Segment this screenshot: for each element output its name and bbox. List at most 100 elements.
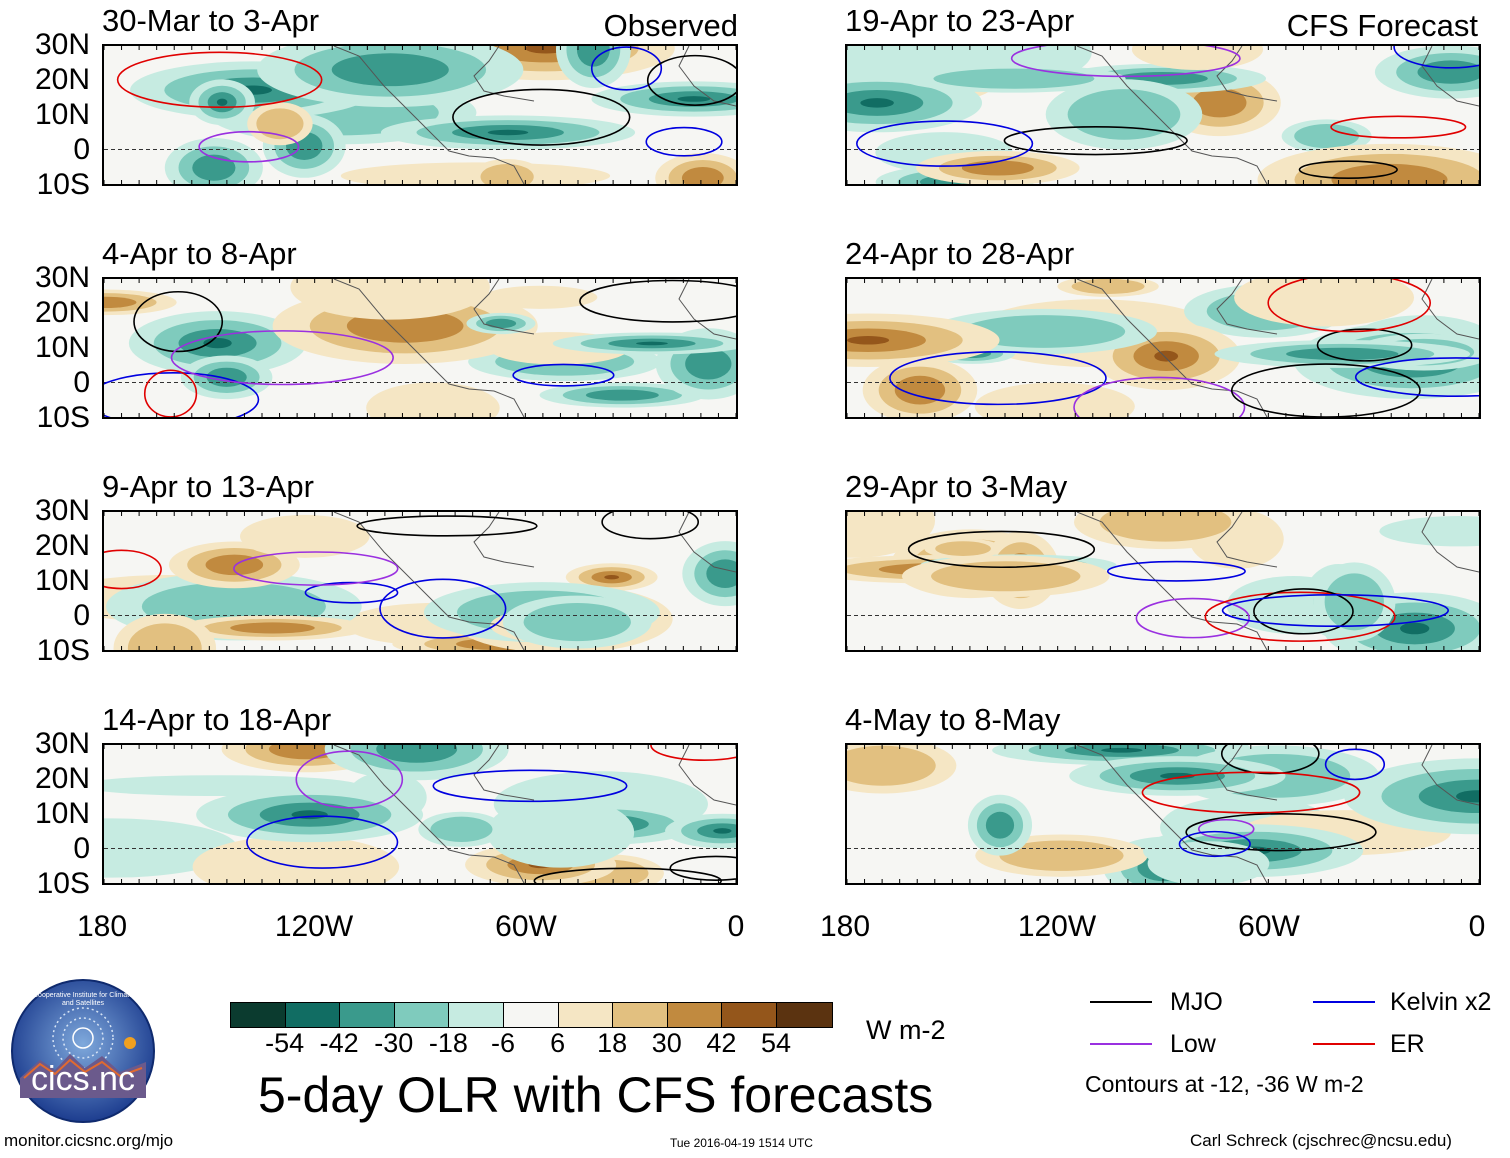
lat-label: 20N [34,296,90,329]
contour-mjo [1230,363,1421,417]
lon-label: 0 [1468,910,1486,943]
lat-label: 0 [73,366,90,399]
dry-anomaly-region [104,296,137,308]
wet-anomaly-region [203,338,232,349]
legend-label-kelvin: Kelvin x2 [1390,988,1492,1016]
contour-kelvin-x2 [432,769,628,803]
contour-low [295,750,404,809]
colorbar-tick-label: 54 [760,1028,792,1058]
legend-line-kelvin [1313,1001,1375,1003]
dry-anomaly-region [290,279,490,320]
map-panel-3 [102,510,738,652]
coastline [333,46,736,184]
dry-anomaly-region [847,512,936,558]
footer-timestamp: Tue 2016-04-19 1514 UTC [670,1136,813,1150]
contour-mjo [669,855,736,881]
contour-er [1267,279,1432,333]
olr-map [847,279,1479,417]
olr-map [104,512,736,650]
wet-anomaly-region [192,154,236,181]
colorbar-segment [503,1003,559,1027]
colorbar-tick-label: 18 [597,1028,628,1058]
wet-anomaly-region [1294,124,1359,149]
contour-kelvin-x2 [304,581,399,604]
contour-mjo [1298,160,1398,180]
lat-label: 10S [36,401,90,434]
colorbar-tick-label: 42 [706,1028,737,1058]
contour-mjo [533,867,722,883]
legend-label-er: ER [1390,1030,1425,1058]
dry-anomaly-region [256,108,304,140]
olr-map [104,745,736,883]
logo-text: cics.nc [31,1060,135,1098]
wet-anomaly-region [1160,772,1195,780]
lat-label: 0 [73,599,90,632]
lat-label: 10N [34,797,90,830]
contour-er [1141,771,1361,814]
lat-label: 30N [34,727,90,760]
wet-anomaly-region [713,828,732,834]
map-panel-6 [845,277,1481,419]
panel-title-6: 24-Apr to 28-Apr [845,236,1075,271]
lon-label: 0 [727,910,745,943]
lat-label: 20N [34,529,90,562]
contour-kelvin-x2 [590,46,663,91]
contour-kelvin-x2 [1106,560,1246,582]
lat-label: 30N [34,28,90,61]
colorbar-tick-label: -42 [319,1028,359,1058]
contour-er [143,369,198,417]
olr-map [847,512,1479,650]
legend-line-low [1090,1043,1152,1045]
contour-er [650,745,736,761]
map-panel-7 [845,510,1481,652]
wet-anomaly-region [1456,790,1479,803]
wet-anomaly-region [1286,347,1399,361]
footer-author: Carl Schreck (cjschrec@ncsu.edu) [1190,1131,1452,1150]
wet-anomaly-region [1147,841,1270,883]
contour-kelvin-x2 [379,578,507,639]
dry-anomaly-region [935,541,991,556]
contour-low [233,551,399,586]
colorbar-segment [722,1003,777,1027]
wet-anomaly-region [487,129,529,136]
lon-label: 120W [274,910,354,943]
wet-anomaly-region [1101,747,1143,753]
contour-mjo [907,530,1096,569]
lat-label: 10S [36,867,90,900]
lon-label: 180 [819,910,871,943]
wet-anomaly-region [677,96,711,102]
dry-anomaly-region [1071,279,1145,294]
contour-kelvin-x2 [889,351,1107,406]
contour-kelvin-x2 [1221,593,1449,628]
dry-anomaly-region [961,160,1034,176]
map-panel-4 [102,743,738,885]
wet-anomaly-region [1324,573,1384,631]
legend-label-mjo: MJO [1170,988,1223,1016]
lon-label: 180 [76,910,128,943]
footer-site[interactable]: monitor.cicsnc.org/mjo [4,1131,174,1150]
contour-low [170,330,394,386]
dry-anomaly-region [681,167,724,184]
chart-title: 5-day OLR with CFS forecasts [258,1067,934,1123]
map-panel-1 [102,44,738,186]
panel-title-4: 14-Apr to 18-Apr [102,702,332,737]
wet-anomaly-region [961,315,1126,348]
colorbar-segment [285,1003,341,1027]
contour-kelvin-x2 [1393,46,1479,69]
colorbar-tick-label: 30 [651,1028,682,1058]
dry-anomaly-region [604,574,620,580]
colorbar-segment [340,1003,395,1027]
logo-ring-text: Cooperative Institute for Climate and Sa… [33,992,133,1007]
contour-low [1010,46,1241,78]
colorbar-tick-label: -6 [490,1028,516,1058]
colorbar-tick-label: 6 [550,1028,566,1058]
contour-mjo [1220,745,1320,775]
colorbar-tick-label: -54 [265,1028,305,1058]
olr-map [847,745,1479,883]
wet-anomaly-region [1379,516,1479,547]
contour-er [116,51,323,109]
wet-anomaly-region [636,341,668,346]
colorbar-segment [231,1003,286,1027]
contour-low [198,130,300,163]
colorbar-segment [558,1003,614,1027]
